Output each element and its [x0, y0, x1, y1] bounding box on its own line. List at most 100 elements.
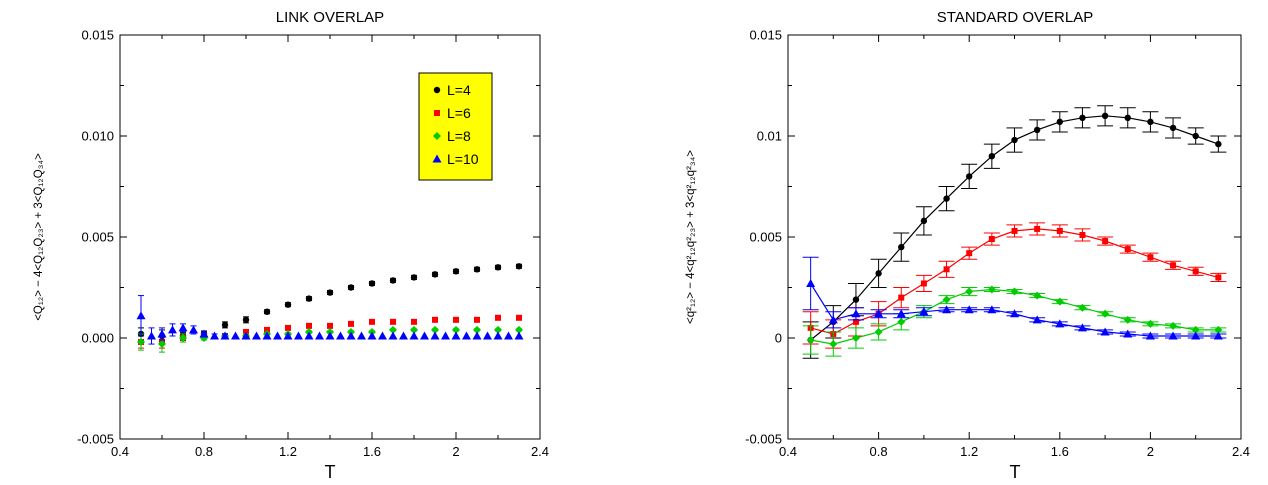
data-point [829, 340, 838, 349]
data-point [1124, 114, 1131, 122]
data-point [147, 331, 156, 340]
data-point [1010, 287, 1019, 296]
data-point [411, 318, 417, 325]
data-point [252, 331, 261, 340]
data-point [851, 334, 860, 342]
data-point [410, 274, 418, 281]
data-point [1011, 136, 1018, 144]
data-point [420, 331, 429, 340]
data-point [346, 331, 356, 340]
data-point [326, 289, 334, 296]
data-point [514, 331, 524, 340]
data-point [369, 318, 375, 325]
data-point [1147, 254, 1154, 261]
data-point [874, 327, 883, 336]
data-point [851, 309, 861, 318]
y-axis-label: <Q₁₂> − 4<Q₁₂Q₂₃> + 3<Q₁₂Q₃₄> [33, 153, 45, 321]
x-tick-label: 2.4 [1232, 444, 1250, 459]
data-point [368, 280, 376, 287]
data-point [430, 331, 440, 340]
data-point [284, 301, 292, 308]
data-point [942, 305, 952, 314]
data-point [1100, 327, 1110, 336]
data-point [473, 325, 481, 334]
data-point [168, 325, 177, 334]
data-point [1214, 325, 1223, 334]
data-point [336, 331, 345, 340]
x-tick-label: 2.4 [531, 444, 549, 459]
data-point [1077, 323, 1087, 332]
legend-label: L=8 [447, 128, 471, 144]
data-point [988, 153, 996, 160]
data-point [241, 331, 251, 340]
link-overlap-panel: LINK OVERLAP 0.4 0.8 1.2 1.6 2 2.4 -0.005 0.000… [33, 9, 549, 482]
data-point [1124, 246, 1131, 253]
data-point [389, 325, 397, 334]
data-point [965, 287, 974, 296]
data-point [495, 314, 501, 321]
data-point [1191, 331, 1201, 340]
data-point [898, 243, 905, 251]
data-point [1123, 329, 1133, 338]
data-point [221, 321, 229, 329]
data-point [431, 325, 439, 334]
legend-items: L=4 L=6 L=8 L=10 [432, 82, 479, 167]
data-point [852, 296, 860, 303]
data-point [158, 340, 166, 349]
y-tick-label: 0.015 [749, 28, 782, 43]
data-point [452, 325, 460, 334]
data-point [1102, 238, 1109, 245]
series-diamond [802, 285, 1227, 357]
y-tick-label: -0.005 [77, 432, 114, 447]
data-point [1169, 124, 1177, 132]
data-marks [802, 105, 1227, 359]
legend-label: L=6 [447, 105, 471, 121]
legend-label: L=4 [447, 82, 471, 98]
data-point [898, 294, 905, 301]
data-point [943, 195, 950, 202]
data-point [410, 325, 418, 334]
data-point [431, 271, 439, 278]
x-tick-label: 2 [1147, 444, 1154, 459]
chart-title: STANDARD OVERLAP [937, 9, 1093, 26]
data-point [875, 270, 882, 277]
data-point [432, 316, 438, 323]
data-point [1170, 262, 1177, 269]
data-point [1033, 291, 1042, 300]
legend-marker [433, 86, 441, 94]
data-point [1146, 319, 1155, 328]
data-point [942, 295, 951, 304]
data-point [327, 322, 333, 329]
data-point [178, 323, 188, 332]
data-point [451, 331, 461, 340]
data-point [1079, 114, 1086, 122]
data-point [294, 331, 303, 340]
axes: 0.4 0.8 1.2 1.6 2 2.4 -0.005 0 0.005 0.01 0.015 [745, 28, 1250, 460]
data-point [210, 331, 219, 340]
data-point [474, 316, 480, 323]
data-point [1101, 309, 1110, 318]
data-point [472, 331, 482, 340]
data-point [920, 217, 928, 225]
data-point [285, 324, 291, 331]
data-point [1145, 331, 1155, 340]
x-tick-label: 0.4 [779, 444, 797, 459]
data-point [199, 329, 209, 338]
y-tick-label: 0.005 [749, 230, 782, 245]
legend-marker [432, 154, 442, 163]
data-point [179, 334, 187, 342]
data-point [389, 277, 397, 284]
x-tick-label: 1.6 [1051, 444, 1069, 459]
data-point [516, 314, 522, 321]
data-point [1169, 321, 1178, 330]
data-point [441, 331, 450, 340]
y-axis-label: <q²₁₂> − 4<q²₁₂q²₂₃> + 3<q²₁₂q²₃₄> [685, 150, 697, 324]
data-point [462, 331, 471, 340]
x-tick-label: 1.2 [960, 444, 978, 459]
chart-title: LINK OVERLAP [276, 9, 384, 26]
data-point [453, 316, 459, 323]
data-point [399, 331, 408, 340]
x-tick-label: 1.6 [363, 444, 381, 459]
series-triangle [802, 256, 1227, 340]
x-tick-label: 0.8 [870, 444, 888, 459]
